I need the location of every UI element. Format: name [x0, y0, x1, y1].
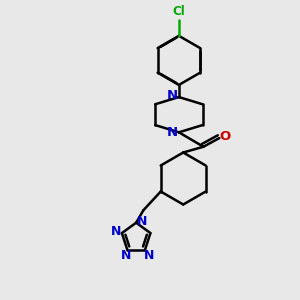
Text: N: N: [144, 249, 154, 262]
Text: O: O: [219, 130, 230, 143]
Text: Cl: Cl: [172, 4, 185, 18]
Text: N: N: [167, 89, 178, 102]
Text: N: N: [167, 126, 178, 140]
Text: N: N: [137, 215, 147, 228]
Text: N: N: [111, 225, 121, 238]
Text: N: N: [121, 249, 131, 262]
